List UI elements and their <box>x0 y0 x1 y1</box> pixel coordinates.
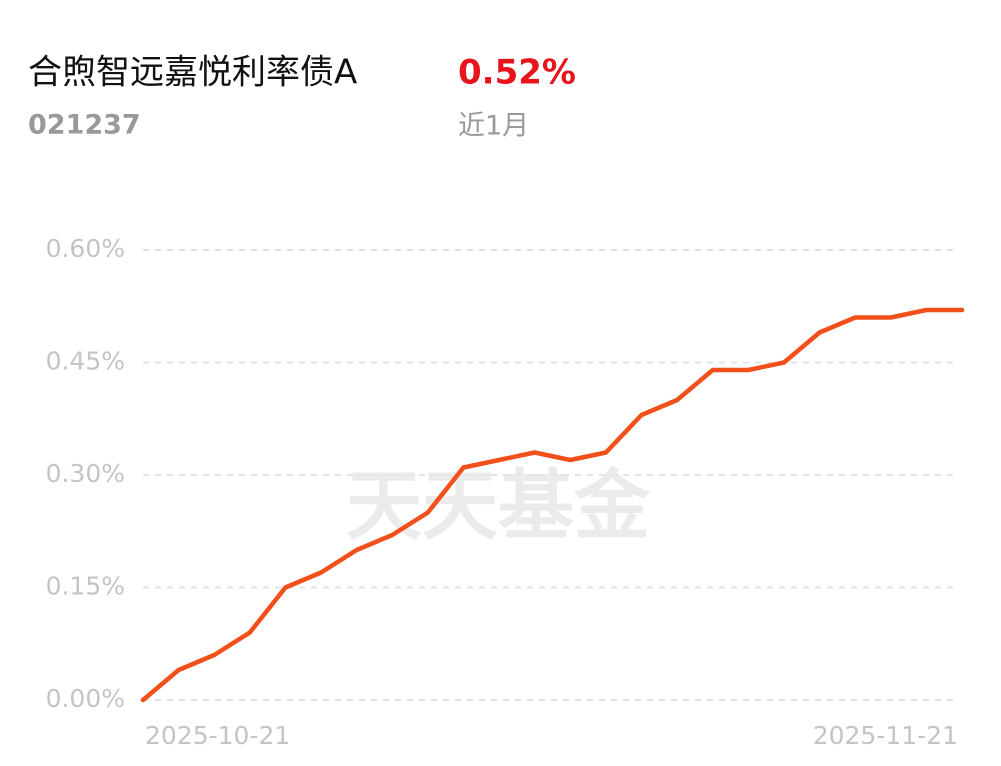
x-tick-label: 2025-10-21 <box>145 721 290 750</box>
y-tick-label: 0.60% <box>46 234 125 263</box>
x-tick-label: 2025-11-21 <box>813 721 958 750</box>
fund-name: 合煦智远嘉悦利率债A <box>28 53 357 93</box>
y-tick-label: 0.45% <box>46 347 125 376</box>
return-value: 0.52% <box>458 53 576 93</box>
y-tick-label: 0.30% <box>46 459 125 488</box>
line-series <box>140 307 965 703</box>
fund-code: 021237 <box>28 110 141 141</box>
y-tick-label: 0.15% <box>46 572 125 601</box>
period: 近1月 <box>458 111 529 142</box>
y-tick-label: 0.00% <box>46 684 125 713</box>
